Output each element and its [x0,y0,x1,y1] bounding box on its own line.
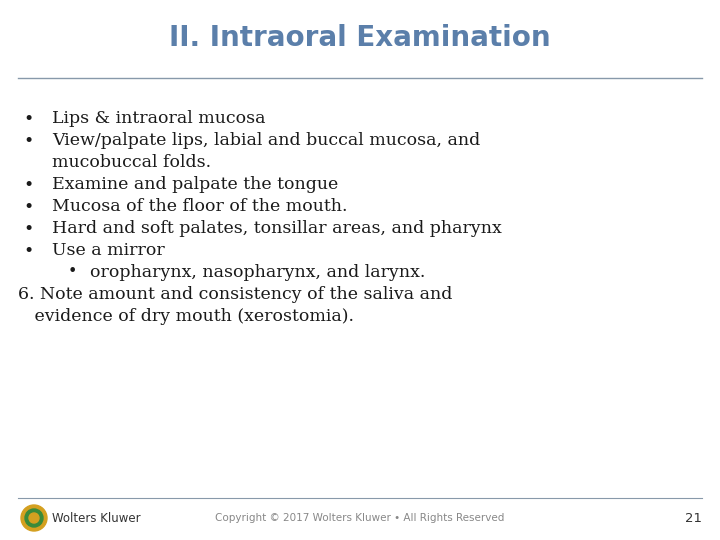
Text: •: • [23,220,33,238]
Text: Mucosa of the floor of the mouth.: Mucosa of the floor of the mouth. [52,198,348,215]
Text: •: • [23,242,33,260]
Text: View/palpate lips, labial and buccal mucosa, and: View/palpate lips, labial and buccal muc… [52,132,480,149]
Text: 21: 21 [685,511,702,524]
Text: •: • [23,132,33,150]
Text: •: • [67,264,77,279]
Text: Hard and soft palates, tonsillar areas, and pharynx: Hard and soft palates, tonsillar areas, … [52,220,502,237]
Circle shape [21,505,47,531]
Text: 6. Note amount and consistency of the saliva and: 6. Note amount and consistency of the sa… [18,286,452,303]
Text: Copyright © 2017 Wolters Kluwer • All Rights Reserved: Copyright © 2017 Wolters Kluwer • All Ri… [215,513,505,523]
Text: Use a mirror: Use a mirror [52,242,165,259]
Text: •: • [23,176,33,194]
Text: mucobuccal folds.: mucobuccal folds. [52,154,211,171]
Text: Examine and palpate the tongue: Examine and palpate the tongue [52,176,338,193]
Circle shape [25,509,43,527]
Text: Wolters Kluwer: Wolters Kluwer [52,511,140,524]
Text: •: • [23,110,33,128]
Text: •: • [23,198,33,216]
Text: Lips & intraoral mucosa: Lips & intraoral mucosa [52,110,266,127]
Text: oropharynx, nasopharynx, and larynx.: oropharynx, nasopharynx, and larynx. [90,264,426,281]
Circle shape [29,513,39,523]
Text: II. Intraoral Examination: II. Intraoral Examination [169,24,551,52]
Text: evidence of dry mouth (xerostomia).: evidence of dry mouth (xerostomia). [18,308,354,325]
